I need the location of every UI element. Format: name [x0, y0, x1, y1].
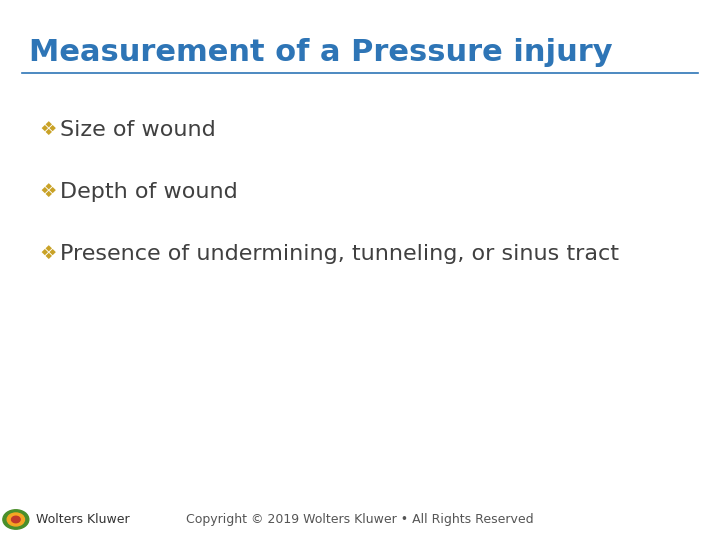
Text: Size of wound: Size of wound — [60, 119, 215, 140]
Circle shape — [3, 510, 29, 529]
Circle shape — [7, 513, 24, 526]
Circle shape — [12, 516, 20, 523]
Text: ❖: ❖ — [40, 120, 57, 139]
Text: ❖: ❖ — [40, 244, 57, 264]
Text: Copyright © 2019 Wolters Kluwer • All Rights Reserved: Copyright © 2019 Wolters Kluwer • All Ri… — [186, 514, 534, 526]
Text: Measurement of a Pressure injury: Measurement of a Pressure injury — [29, 38, 613, 67]
Text: ❖: ❖ — [40, 182, 57, 201]
Text: Wolters Kluwer: Wolters Kluwer — [36, 513, 130, 526]
Text: Presence of undermining, tunneling, or sinus tract: Presence of undermining, tunneling, or s… — [60, 244, 618, 264]
Text: Depth of wound: Depth of wound — [60, 181, 238, 202]
